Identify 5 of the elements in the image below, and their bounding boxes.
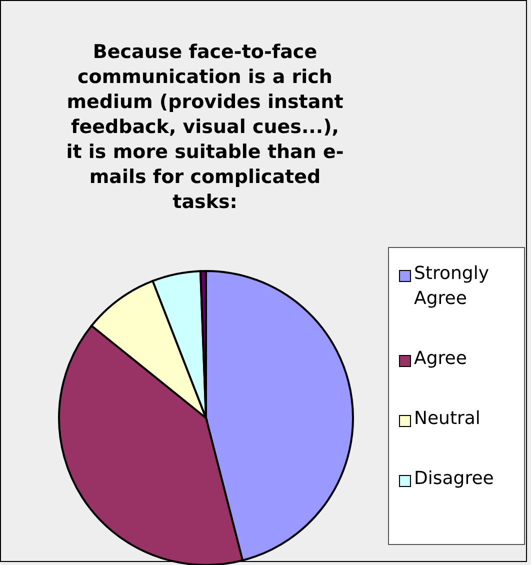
legend-label: Disagree: [414, 467, 494, 491]
chart-title: Because face-to-face communication is a rich medium (provides instant feedback, visual cues...), it is more suitable than e-mails for complicated tasks:: [65, 40, 345, 215]
legend-label: Agree: [414, 347, 467, 371]
legend-label: Neutral: [414, 407, 480, 431]
legend-label: Strongly Agree: [414, 262, 490, 311]
